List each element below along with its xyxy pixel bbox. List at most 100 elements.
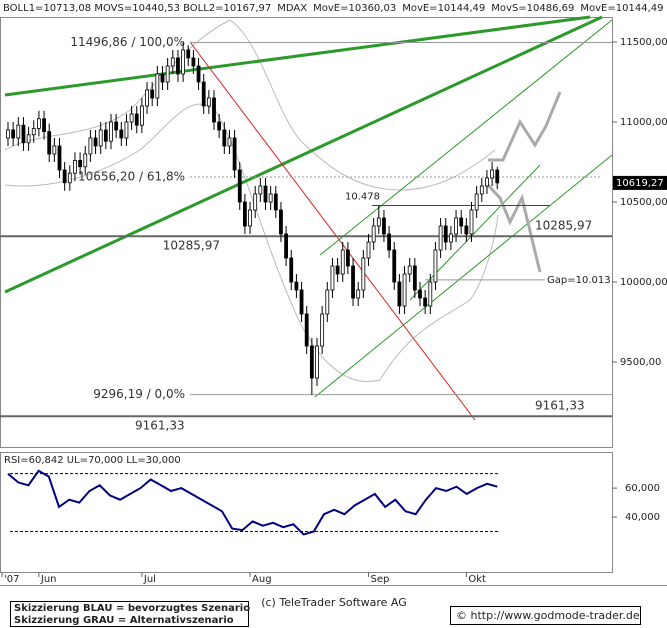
candle-body bbox=[31, 127, 36, 136]
candle-body bbox=[42, 118, 46, 132]
candle-body bbox=[376, 217, 381, 227]
candle-body bbox=[454, 217, 458, 235]
candle-body bbox=[320, 313, 325, 347]
legend-entry: BOLL1=10713,08 MOVS=10440,53 BOLL2=10167… bbox=[3, 3, 271, 14]
candle-body bbox=[371, 225, 376, 243]
bollinger-lower bbox=[4, 103, 499, 382]
candle-body bbox=[433, 249, 438, 283]
channel-line bbox=[319, 19, 613, 256]
candle-body bbox=[407, 265, 412, 275]
note: Skizzierung GRAU = Alternativszenario bbox=[14, 615, 234, 626]
y-tick-label: 10000,00 bbox=[620, 277, 667, 288]
candle-body bbox=[165, 65, 170, 83]
candle-body bbox=[217, 121, 222, 131]
y-tick-label: 11000,00 bbox=[620, 117, 667, 128]
candle-body bbox=[366, 241, 371, 259]
bollinger-upper bbox=[4, 19, 496, 191]
main-panel bbox=[0, 17, 613, 448]
rsi-title: RSI=60,842 UL=70,000 LL=30,000 bbox=[4, 455, 181, 466]
level-label: 9161,33 bbox=[135, 419, 185, 433]
candle-body bbox=[21, 124, 26, 144]
candle-body bbox=[114, 121, 119, 131]
x-tick-label: Aug bbox=[252, 574, 272, 585]
candle-body bbox=[212, 97, 216, 123]
level-label: Gap=10.013 bbox=[547, 275, 611, 286]
candle-body bbox=[129, 113, 134, 123]
candle-body bbox=[284, 233, 289, 259]
candle-body bbox=[273, 193, 278, 211]
x-tick-label: '07 bbox=[4, 574, 19, 585]
candle-body bbox=[119, 129, 124, 139]
candle-body bbox=[78, 159, 82, 168]
candle-body bbox=[37, 118, 41, 129]
candle-body bbox=[6, 129, 10, 139]
candle-body bbox=[103, 129, 108, 142]
candle-body bbox=[222, 129, 227, 147]
candle-body bbox=[412, 265, 417, 291]
note-box bbox=[10, 601, 249, 627]
candle-body bbox=[145, 89, 149, 107]
candle-body bbox=[438, 225, 443, 251]
level-label: 9296,19 / 0,0% bbox=[93, 387, 185, 401]
legend-entry: MovE=10360,03 bbox=[313, 3, 396, 14]
candle-body bbox=[109, 121, 113, 142]
candle-body bbox=[227, 137, 232, 147]
candle-body bbox=[299, 289, 304, 315]
candle-body bbox=[242, 201, 247, 227]
candle-body bbox=[469, 209, 474, 235]
candle-body bbox=[232, 137, 237, 171]
candle-body bbox=[309, 345, 314, 379]
candle-body bbox=[382, 217, 386, 235]
candle-body bbox=[237, 169, 242, 203]
y-tick-label: 9500,00 bbox=[620, 357, 661, 368]
channel-line bbox=[409, 164, 541, 301]
candle-body bbox=[73, 159, 77, 174]
candle-body bbox=[258, 185, 263, 195]
candle-body bbox=[67, 172, 72, 184]
candle-body bbox=[335, 265, 340, 275]
candle-body bbox=[16, 124, 21, 139]
rsi-panel bbox=[0, 452, 613, 573]
candle-body bbox=[289, 257, 294, 283]
candle-body bbox=[26, 134, 31, 144]
legend-entry: MovE=10144,49 bbox=[402, 3, 485, 14]
level-label: 10656,20 / 61,8% bbox=[78, 169, 185, 183]
candle-body bbox=[57, 145, 62, 171]
candle-body bbox=[485, 177, 489, 187]
resistance-line bbox=[189, 41, 476, 421]
candle-body bbox=[52, 145, 57, 155]
candle-body bbox=[361, 257, 366, 291]
x-tick-label: Jul bbox=[143, 574, 156, 585]
candle-body bbox=[196, 65, 201, 83]
y-tick-label: 10500,00 bbox=[620, 197, 667, 208]
last-price-label: 10619,27 bbox=[616, 178, 664, 189]
candle-body bbox=[47, 131, 52, 155]
legend-entry: MovS=10486,69 bbox=[491, 3, 574, 14]
x-tick-label: Sep bbox=[371, 574, 390, 585]
candle-body bbox=[304, 313, 309, 347]
candle-body bbox=[253, 193, 258, 211]
y-tick-label: 40,000 bbox=[625, 512, 660, 523]
url: © http://www.godmode-trader.de bbox=[456, 609, 640, 622]
candle-body bbox=[150, 89, 155, 99]
candle-body bbox=[176, 57, 180, 75]
candle-body bbox=[83, 153, 88, 168]
candle-body bbox=[98, 129, 103, 147]
channel-line bbox=[314, 154, 613, 398]
candle-body bbox=[248, 209, 252, 227]
rsi-line bbox=[7, 469, 498, 536]
legend-entry: MovE=10144,49 bbox=[580, 3, 663, 14]
candle-body bbox=[181, 49, 186, 75]
candle-body bbox=[464, 225, 469, 235]
candle-body bbox=[186, 49, 191, 59]
candle-body bbox=[330, 265, 335, 291]
last-price-box bbox=[613, 175, 667, 190]
x-tick-label: Jun bbox=[40, 574, 57, 585]
candle-body bbox=[490, 169, 495, 179]
candle-body bbox=[340, 249, 345, 275]
trend-line bbox=[4, 15, 603, 294]
y-tick-label: 11500,00 bbox=[620, 37, 667, 48]
y-tick-label: 60,000 bbox=[625, 483, 660, 494]
candle-body bbox=[155, 73, 160, 99]
